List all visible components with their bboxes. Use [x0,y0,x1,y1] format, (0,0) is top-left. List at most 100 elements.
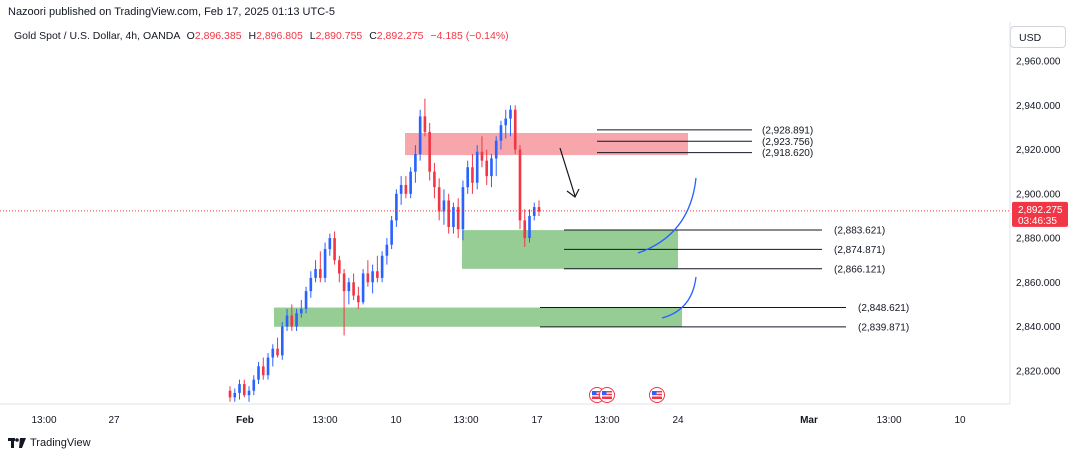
y-tick-label: 2,940.000 [1016,101,1061,112]
candle-body [257,366,260,380]
publisher-line: Nazoori published on TradingView.com, Fe… [8,6,335,18]
candle-body [314,269,317,278]
candle-body [242,384,246,396]
tradingview-logo[interactable]: TradingView [8,437,91,449]
candle-body [499,125,503,141]
open-value: 2,896.385 [194,30,242,42]
y-tick-label: 2,880.000 [1016,234,1061,245]
close-value: 2,892.275 [376,30,424,42]
candle-body [342,273,346,292]
tradingview-logo-icon [8,438,26,448]
level-label: (2,839.871) [858,322,909,333]
x-tick-label: 13:00 [453,415,478,426]
candle-body [271,348,275,358]
level-label: (2,883.621) [834,226,885,237]
candle-body [414,153,417,172]
x-tick-label: 17 [531,415,543,426]
candle-body [280,326,284,356]
y-tick-label: 2,860.000 [1016,278,1061,289]
candle-body [266,357,270,376]
candle-body [328,238,332,250]
y-tick-label: 2,840.000 [1016,322,1061,333]
demand-low-zone[interactable] [274,307,682,327]
candle-body [395,193,398,221]
candle-body [380,255,384,278]
candle-body [404,184,408,194]
down-arrow-head [566,188,580,198]
candle-body [385,244,389,256]
us-flag-icon[interactable] [599,387,615,403]
high-label: H [248,30,257,42]
candle-body [423,116,427,132]
y-tick-label: 2,820.000 [1016,366,1061,377]
candle-body [309,277,313,292]
x-tick-label: 27 [108,415,120,426]
candle-body [352,282,355,296]
candle-body [447,200,450,227]
candle-body [238,384,241,393]
candle-body [528,215,531,239]
candle-body [456,207,460,230]
candle-body [300,308,303,314]
x-tick-label: Mar [800,415,818,426]
down-arrow-line[interactable] [559,147,576,197]
x-tick-label: 24 [672,415,684,426]
candle-body [490,158,493,177]
change-value: −4.185 (−0.14%) [430,30,509,42]
x-tick-label: 13:00 [312,415,337,426]
candle-body [319,269,322,278]
us-flag-icon[interactable] [649,387,665,403]
candle-body [247,390,251,396]
candle-body [466,167,469,188]
candle-body [295,313,298,327]
candle-body [276,348,279,356]
projection-curve[interactable] [637,177,697,254]
candle-body [433,171,436,188]
candle-body [418,116,422,154]
level-label: (2,848.621) [858,303,909,314]
level-label: (2,874.871) [834,245,885,256]
candle-body [461,187,465,230]
projection-curve[interactable] [661,276,697,319]
candle-body [504,118,508,126]
close-label: C [369,30,377,42]
candle-body [290,315,294,327]
x-tick-label: 10 [390,415,402,426]
currency-button[interactable]: USD [1010,26,1066,48]
current-price-label: 2,892.275 [1018,205,1063,216]
candle-body [285,315,289,327]
candle-body [399,184,403,194]
candle-body [333,238,336,261]
candle-body [537,207,541,212]
candle-body [233,392,237,398]
candle-body [442,200,446,212]
candle-body [452,207,455,227]
candle-body [409,171,412,194]
x-tick-label: 10 [954,415,966,426]
candle-body [371,271,374,283]
bar-countdown-label: 03:46:35 [1018,216,1057,227]
y-tick-label: 2,900.000 [1016,189,1061,200]
candle-body [252,379,256,391]
open-label: O [186,30,195,42]
supply-zone[interactable] [405,132,688,156]
candle-body [485,160,489,177]
x-tick-label: 13:00 [876,415,901,426]
symbol-name[interactable]: Gold Spot / U.S. Dollar, 4h, OANDA [14,30,180,42]
candle-body [518,149,522,221]
candle-body [304,291,308,309]
level-label: (2,866.121) [834,264,885,275]
candle-body [261,366,265,376]
candle-body [523,220,527,239]
x-tick-label: 13:00 [31,415,56,426]
x-tick-label: 13:00 [594,415,619,426]
low-value: 2,890.755 [315,30,363,42]
candle-body [437,187,441,212]
candle-body [376,271,379,278]
candle-body [338,260,341,274]
candle-body [532,207,536,216]
candle-body [494,140,498,159]
candle-body [228,390,232,398]
candle-body [366,273,370,283]
